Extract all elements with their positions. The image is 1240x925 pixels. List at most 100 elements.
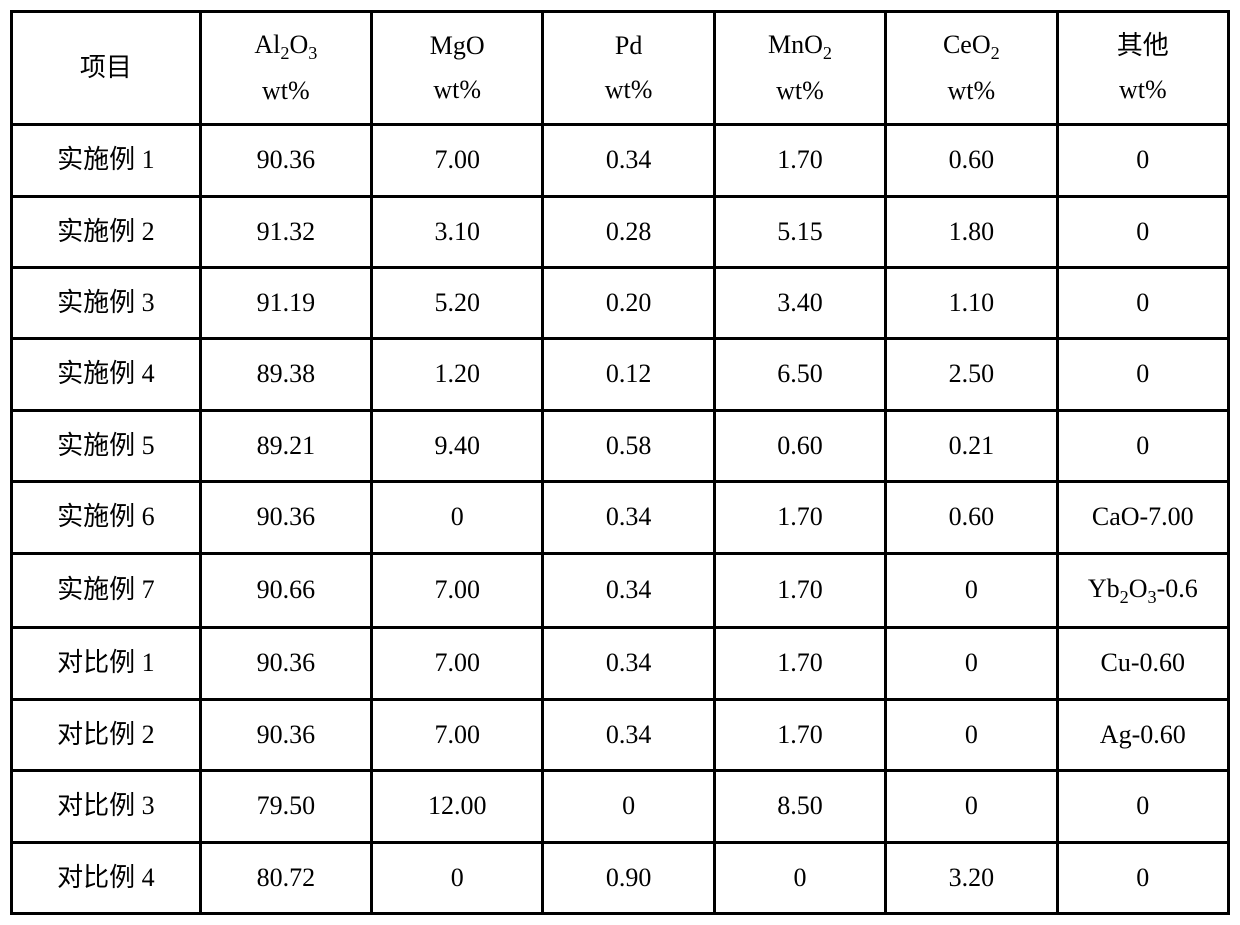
- table-row: 实施例 190.367.000.341.700.600: [12, 125, 1229, 196]
- table-cell: 0.60: [714, 410, 885, 481]
- table-cell: CaO-7.00: [1057, 482, 1228, 553]
- table-cell: 90.36: [200, 125, 371, 196]
- table-cell: 90.36: [200, 699, 371, 770]
- table-cell: 1.70: [714, 699, 885, 770]
- table-cell: 0.20: [543, 268, 714, 339]
- header-cell-pd: Pdwt%: [543, 12, 714, 125]
- table-cell: 对比例 3: [12, 771, 201, 842]
- table-row: 实施例 489.381.200.126.502.500: [12, 339, 1229, 410]
- table-cell: 7.00: [372, 699, 543, 770]
- table-cell: 90.36: [200, 482, 371, 553]
- table-cell: 0.34: [543, 553, 714, 628]
- table-cell: 实施例 2: [12, 196, 201, 267]
- table-row: 实施例 589.219.400.580.600.210: [12, 410, 1229, 481]
- table-body: 实施例 190.367.000.341.700.600实施例 291.323.1…: [12, 125, 1229, 914]
- table-row: 实施例 690.3600.341.700.60CaO-7.00: [12, 482, 1229, 553]
- table-row: 对比例 480.7200.9003.200: [12, 842, 1229, 913]
- table-cell: 0.58: [543, 410, 714, 481]
- table-cell: 1.70: [714, 628, 885, 699]
- table-cell: 0: [372, 842, 543, 913]
- header-cell-al2o3: Al2O3wt%: [200, 12, 371, 125]
- table-cell: 对比例 4: [12, 842, 201, 913]
- table-cell: 实施例 5: [12, 410, 201, 481]
- table-cell: 0: [1057, 339, 1228, 410]
- table-cell: 2.50: [886, 339, 1057, 410]
- table-cell: 实施例 4: [12, 339, 201, 410]
- table-cell: 79.50: [200, 771, 371, 842]
- table-cell: 7.00: [372, 553, 543, 628]
- table-row: 对比例 190.367.000.341.700Cu-0.60: [12, 628, 1229, 699]
- table-cell: 5.15: [714, 196, 885, 267]
- table-cell: 0.21: [886, 410, 1057, 481]
- table-cell: 0: [1057, 125, 1228, 196]
- table-cell: 实施例 1: [12, 125, 201, 196]
- table-cell: 0: [886, 699, 1057, 770]
- table-cell: 0.60: [886, 125, 1057, 196]
- table-cell: 12.00: [372, 771, 543, 842]
- table-cell: 1.80: [886, 196, 1057, 267]
- composition-table-container: 项目 Al2O3wt% MgOwt% Pdwt% MnO2wt% CeO2wt%…: [10, 10, 1230, 915]
- table-row: 实施例 790.667.000.341.700Yb2O3-0.6: [12, 553, 1229, 628]
- table-cell: Ag-0.60: [1057, 699, 1228, 770]
- table-cell: 0: [714, 842, 885, 913]
- table-cell: 0: [886, 771, 1057, 842]
- table-cell: 0: [1057, 196, 1228, 267]
- table-cell: 0: [886, 553, 1057, 628]
- table-cell: 0: [1057, 842, 1228, 913]
- table-cell: 对比例 2: [12, 699, 201, 770]
- table-cell: Cu-0.60: [1057, 628, 1228, 699]
- table-cell: 8.50: [714, 771, 885, 842]
- table-cell: 5.20: [372, 268, 543, 339]
- table-cell: 1.70: [714, 482, 885, 553]
- table-cell: 1.10: [886, 268, 1057, 339]
- table-cell: 0.90: [543, 842, 714, 913]
- header-cell-mgo: MgOwt%: [372, 12, 543, 125]
- table-row: 对比例 379.5012.0008.5000: [12, 771, 1229, 842]
- table-cell: 0.12: [543, 339, 714, 410]
- header-row: 项目 Al2O3wt% MgOwt% Pdwt% MnO2wt% CeO2wt%…: [12, 12, 1229, 125]
- table-cell: Yb2O3-0.6: [1057, 553, 1228, 628]
- table-cell: 0.28: [543, 196, 714, 267]
- table-cell: 89.38: [200, 339, 371, 410]
- table-row: 实施例 391.195.200.203.401.100: [12, 268, 1229, 339]
- table-cell: 3.10: [372, 196, 543, 267]
- table-cell: 1.70: [714, 125, 885, 196]
- header-cell-other: 其他wt%: [1057, 12, 1228, 125]
- table-row: 对比例 290.367.000.341.700Ag-0.60: [12, 699, 1229, 770]
- table-cell: 0: [1057, 268, 1228, 339]
- table-cell: 对比例 1: [12, 628, 201, 699]
- table-cell: 0: [372, 482, 543, 553]
- header-cell-ceo2: CeO2wt%: [886, 12, 1057, 125]
- table-cell: 91.32: [200, 196, 371, 267]
- table-cell: 0.34: [543, 482, 714, 553]
- header-cell-mno2: MnO2wt%: [714, 12, 885, 125]
- table-cell: 1.20: [372, 339, 543, 410]
- table-cell: 0: [1057, 771, 1228, 842]
- table-cell: 80.72: [200, 842, 371, 913]
- table-cell: 实施例 3: [12, 268, 201, 339]
- table-cell: 0: [886, 628, 1057, 699]
- composition-table: 项目 Al2O3wt% MgOwt% Pdwt% MnO2wt% CeO2wt%…: [10, 10, 1230, 915]
- table-header: 项目 Al2O3wt% MgOwt% Pdwt% MnO2wt% CeO2wt%…: [12, 12, 1229, 125]
- header-cell-project: 项目: [12, 12, 201, 125]
- table-cell: 0.34: [543, 125, 714, 196]
- table-cell: 6.50: [714, 339, 885, 410]
- table-cell: 实施例 6: [12, 482, 201, 553]
- table-cell: 3.40: [714, 268, 885, 339]
- table-cell: 0.60: [886, 482, 1057, 553]
- table-cell: 0.34: [543, 699, 714, 770]
- table-cell: 实施例 7: [12, 553, 201, 628]
- table-cell: 7.00: [372, 125, 543, 196]
- table-cell: 1.70: [714, 553, 885, 628]
- table-cell: 9.40: [372, 410, 543, 481]
- table-row: 实施例 291.323.100.285.151.800: [12, 196, 1229, 267]
- table-cell: 89.21: [200, 410, 371, 481]
- table-cell: 0: [1057, 410, 1228, 481]
- table-cell: 90.36: [200, 628, 371, 699]
- table-cell: 91.19: [200, 268, 371, 339]
- table-cell: 7.00: [372, 628, 543, 699]
- table-cell: 0: [543, 771, 714, 842]
- table-cell: 90.66: [200, 553, 371, 628]
- table-cell: 0.34: [543, 628, 714, 699]
- table-cell: 3.20: [886, 842, 1057, 913]
